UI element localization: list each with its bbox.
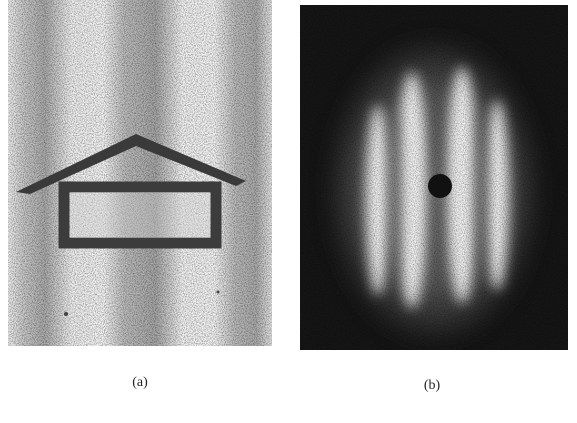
- panel-label: (b): [424, 378, 441, 393]
- page: (a) (b) (() => { const data = JSON.parse…: [0, 0, 577, 423]
- panel-label: (a): [132, 375, 148, 390]
- figure: (a) (b): [0, 0, 577, 423]
- panel-b-image: [300, 5, 568, 350]
- panel-a-image: [8, 0, 272, 346]
